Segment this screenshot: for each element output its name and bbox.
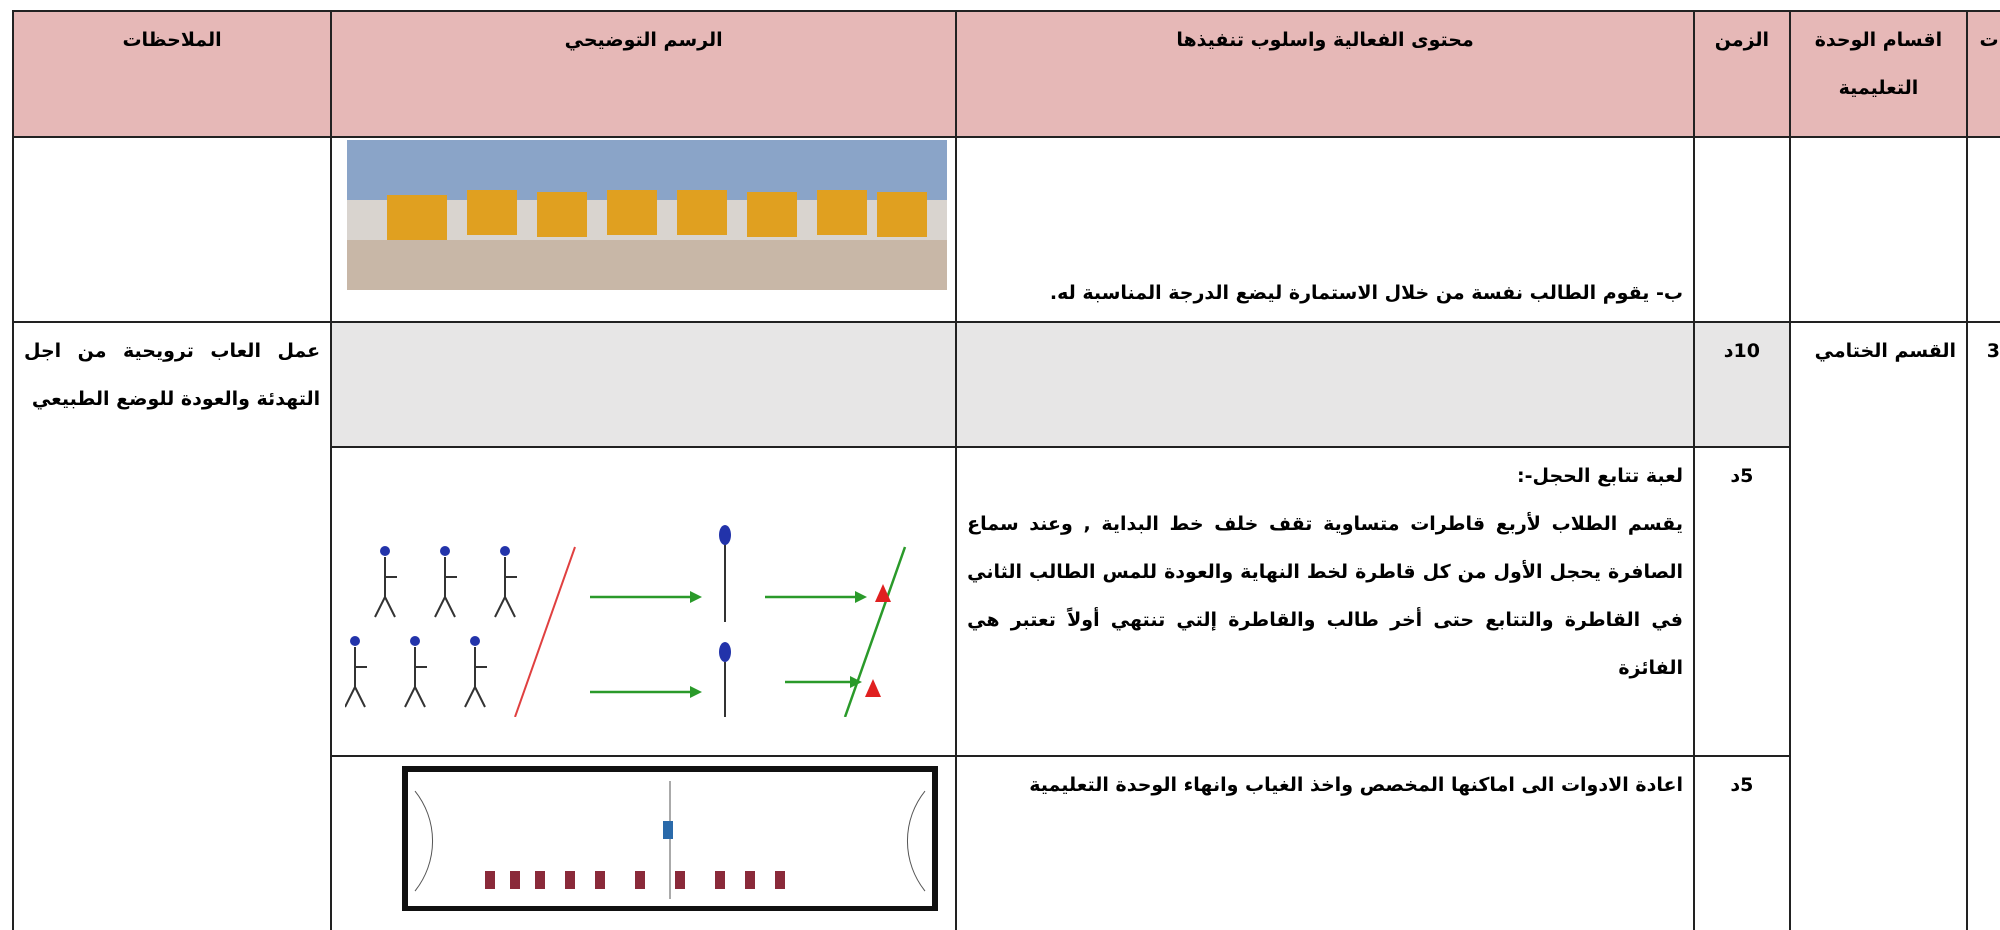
lesson-table: ت اقسام الوحدة التعليمية الزمن محتوى الف… <box>11 10 2000 930</box>
notes-cell: عمل العاب ترويحية من اجل التهدئة والعودة… <box>11 321 333 930</box>
header-cell: الزمن <box>1692 10 1791 138</box>
header-cell: محتوى الفعالية واسلوب تنفيذها <box>955 10 1695 138</box>
game-title: لعبة تتابع الحجل-: <box>1517 465 1683 487</box>
photo <box>347 140 948 290</box>
header-cell: اقسام الوحدة التعليمية <box>1788 10 1969 138</box>
content-cell: ب- يقوم الطالب نفسة من خلال الاستمارة لي… <box>955 136 1695 323</box>
part-cell: القسم الختامي <box>1788 321 1969 930</box>
header-cell: الملاحظات <box>11 10 333 138</box>
header-cell: ت <box>1966 10 2000 138</box>
court-diagram <box>402 766 939 911</box>
illustration-cell <box>330 136 958 323</box>
illustration-cell <box>330 755 958 930</box>
row: 3 القسم الختامي 10د عمل العاب ترويحية من… <box>11 321 2000 930</box>
content-cell: لعبة تتابع الحجل-: يقسم الطلاب لأربع قاطر… <box>955 446 1695 757</box>
cell <box>1692 136 1791 323</box>
illustration-cell <box>330 446 958 757</box>
relay-diagram <box>345 524 907 717</box>
row: 5د اعادة الادوات الى اماكنها المخصص واخذ… <box>13 755 2000 930</box>
cell <box>11 136 333 323</box>
header-row: ت اقسام الوحدة التعليمية الزمن محتوى الف… <box>11 10 2000 138</box>
time-cell: 5د <box>1692 446 1791 757</box>
time-cell: 10د <box>1692 321 1791 448</box>
game-text: يقسم الطلاب لأربع قاطرات متساوية تقف خلف… <box>967 513 1683 679</box>
time-cell: 5د <box>1692 755 1791 930</box>
content-cell: اعادة الادوات الى اماكنها المخصص واخذ ال… <box>955 755 1695 930</box>
illustration-cell <box>330 321 958 448</box>
cell <box>1966 136 2000 323</box>
number-cell: 3 <box>1966 321 2000 930</box>
content-cell <box>955 321 1695 448</box>
row: ب- يقوم الطالب نفسة من خلال الاستمارة لي… <box>11 136 2000 323</box>
row: 5د لعبة تتابع الحجل-: يقسم الطلاب لأربع ق… <box>13 446 2000 757</box>
header-cell: الرسم التوضيحي <box>330 10 958 138</box>
cell <box>1788 136 1969 323</box>
